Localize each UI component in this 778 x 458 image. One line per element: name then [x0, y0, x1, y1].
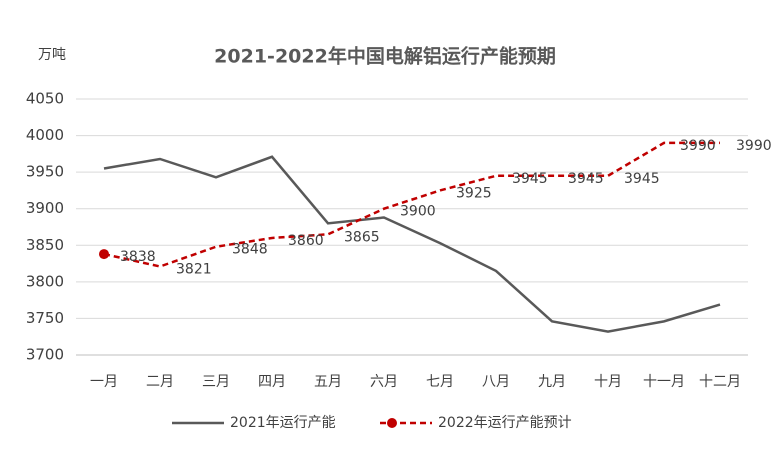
data-label: 3945	[568, 171, 604, 187]
data-label: 3925	[456, 185, 492, 201]
x-tick-label: 五月	[314, 374, 342, 390]
chart-title: 2021-2022年中国电解铝运行产能预期	[214, 45, 556, 68]
x-tick-label: 八月	[482, 374, 510, 390]
y-axis-label: 万吨	[38, 47, 66, 63]
x-tick-label: 一月	[90, 374, 118, 390]
x-tick-label: 七月	[426, 374, 454, 390]
data-label: 3990	[736, 138, 772, 154]
x-tick-label: 九月	[538, 374, 566, 390]
data-label: 3945	[624, 171, 660, 187]
y-tick-label: 4000	[26, 126, 64, 144]
x-tick-label: 十月	[594, 374, 622, 390]
data-label: 3945	[512, 171, 548, 187]
data-label: 3900	[400, 204, 436, 220]
y-tick-label: 3850	[26, 236, 64, 254]
data-label: 3848	[232, 242, 268, 258]
x-tick-label: 三月	[202, 374, 230, 390]
data-label: 3821	[176, 261, 212, 277]
y-tick-label: 3900	[26, 199, 64, 217]
y-tick-label: 3700	[26, 346, 64, 364]
data-label: 3865	[344, 229, 380, 245]
data-label: 3838	[120, 249, 156, 265]
legend-marker	[387, 418, 397, 428]
y-tick-label: 3800	[26, 272, 64, 290]
x-tick-label: 四月	[258, 374, 286, 390]
series-line	[103, 155, 721, 333]
legend-label: 2022年运行产能预计	[438, 415, 572, 431]
data-label: 3990	[680, 138, 716, 154]
legend-label: 2021年运行产能	[230, 415, 336, 431]
x-tick-label: 十一月	[643, 374, 685, 390]
y-tick-label: 4050	[26, 90, 64, 108]
x-tick-label: 十二月	[699, 374, 741, 390]
x-tick-label: 六月	[370, 374, 398, 390]
data-label: 3860	[288, 233, 324, 249]
y-tick-label: 3950	[26, 163, 64, 181]
y-tick-label: 3750	[26, 309, 64, 327]
point-marker	[99, 249, 109, 260]
x-tick-label: 二月	[146, 374, 174, 390]
series-line	[103, 141, 720, 268]
